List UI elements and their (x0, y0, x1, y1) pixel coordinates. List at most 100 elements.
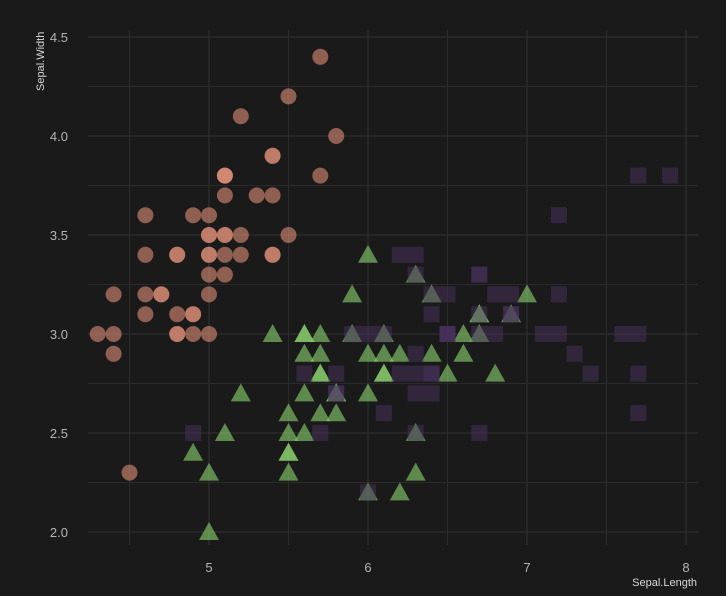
y-tick-label: 3.5 (50, 228, 68, 243)
data-point-circle (137, 286, 154, 303)
data-point-square (328, 385, 345, 402)
data-point-circle (280, 88, 297, 105)
x-tick-label: 7 (523, 560, 530, 575)
data-point-square (582, 365, 599, 382)
data-point-triangle (358, 383, 378, 402)
data-point-circle (201, 207, 217, 224)
data-point-square (407, 365, 424, 382)
data-point-circle (169, 306, 186, 323)
data-point-circle (185, 326, 202, 342)
data-point-circle (169, 326, 186, 342)
data-point-triangle (421, 343, 442, 362)
data-point-circle (89, 326, 106, 342)
data-point-triangle (326, 403, 347, 422)
data-point-circle (312, 48, 329, 65)
data-point-square (471, 306, 488, 323)
data-point-triangle (199, 522, 219, 540)
data-point-square (487, 326, 504, 342)
data-point-triangle (294, 343, 315, 362)
data-point-triangle (373, 363, 394, 382)
data-point-square (550, 207, 567, 224)
data-point-triangle (278, 442, 299, 461)
data-point-square (471, 326, 488, 342)
data-point-triangle (294, 383, 315, 402)
data-point-triangle (230, 383, 251, 402)
data-point-square (503, 286, 520, 303)
data-point-circle (201, 246, 217, 263)
data-point-triangle (517, 284, 537, 303)
data-point-triangle (453, 324, 474, 342)
data-point-square (566, 345, 583, 362)
data-point-triangle (294, 324, 315, 342)
data-point-square (391, 365, 408, 382)
data-point-circle (185, 207, 202, 224)
data-point-triangle (294, 423, 315, 441)
data-point-square (407, 266, 424, 283)
data-point-square (630, 326, 647, 342)
data-point-triangle (453, 343, 474, 362)
data-point-triangle (278, 462, 299, 481)
data-point-circle (216, 246, 233, 263)
data-point-circle (264, 147, 281, 164)
data-point-circle (137, 207, 154, 224)
data-point-square (344, 326, 361, 342)
y-tick-label: 3.0 (50, 327, 68, 342)
data-point-square (630, 365, 647, 382)
data-point-square (423, 306, 440, 323)
data-point-square (423, 365, 440, 382)
data-point-square (550, 286, 567, 303)
data-point-square (328, 365, 345, 382)
data-point-square (630, 405, 647, 422)
data-point-square (360, 484, 376, 501)
data-point-triangle (310, 343, 331, 362)
y-axis-label: Sepal.Width (35, 32, 47, 91)
data-point-square (534, 326, 551, 342)
data-point-triangle (310, 324, 331, 342)
data-point-square (439, 286, 456, 303)
y-tick-label: 2.5 (50, 426, 68, 441)
data-point-square (360, 326, 376, 342)
data-point-triangle (485, 363, 506, 382)
data-point-square (662, 167, 679, 184)
data-point-square (407, 425, 424, 441)
y-tick-label: 4.5 (50, 30, 68, 45)
data-point-triangle (358, 244, 378, 263)
y-tick-label: 2.0 (50, 525, 68, 540)
data-point-circle (216, 227, 233, 243)
data-point-square (407, 246, 424, 263)
data-point-circle (328, 128, 345, 144)
data-point-circle (201, 266, 217, 283)
data-point-square (375, 405, 392, 422)
data-point-circle (264, 187, 281, 204)
data-point-triangle (310, 363, 331, 382)
data-point-circle (105, 286, 122, 303)
data-point-square (423, 286, 440, 303)
data-point-circle (201, 326, 217, 342)
data-point-circle (105, 345, 122, 362)
data-point-square (391, 246, 408, 263)
grid (88, 30, 698, 545)
series-square (185, 167, 679, 501)
data-point-triangle (278, 423, 299, 441)
data-point-square (185, 425, 202, 441)
data-point-circle (137, 246, 154, 263)
data-point-triangle (342, 284, 363, 303)
data-point-square (407, 345, 424, 362)
data-point-square (471, 425, 488, 441)
data-point-square (614, 326, 631, 342)
series-circle (89, 48, 345, 481)
data-point-square (550, 326, 567, 342)
data-point-triangle (199, 462, 219, 481)
data-point-circle (248, 187, 265, 204)
data-point-circle (312, 167, 329, 184)
data-point-triangle (183, 442, 204, 461)
data-point-triangle (389, 343, 410, 362)
data-point-circle (185, 306, 202, 323)
data-point-triangle (373, 343, 394, 362)
data-point-triangle (310, 403, 331, 422)
data-point-triangle (358, 343, 378, 362)
data-point-square (423, 385, 440, 402)
data-point-square (503, 306, 520, 323)
data-point-circle (137, 306, 154, 323)
